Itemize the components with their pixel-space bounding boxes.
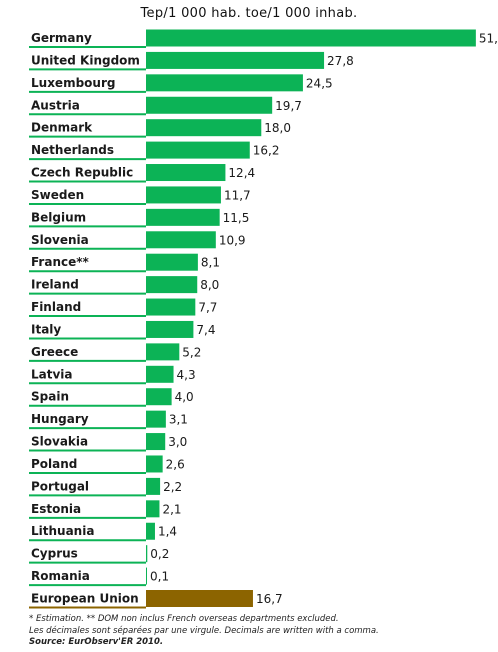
value-label: 2,2 — [163, 480, 182, 494]
bar — [146, 320, 194, 338]
value-label: 16,2 — [253, 144, 280, 158]
bar — [146, 96, 273, 114]
value-label: 12,4 — [228, 166, 255, 180]
chart-title: Tep/1 000 hab. toe/1 000 inhab. — [140, 6, 358, 21]
category-label: Italy — [31, 322, 61, 336]
bar — [146, 231, 216, 249]
footnote-source: Source: EurObserv'ER 2010. — [29, 637, 164, 647]
category-label: Austria — [31, 98, 80, 112]
footnote-decimals: Les décimales sont séparées par une virg… — [29, 625, 379, 636]
category-label: Hungary — [31, 412, 89, 426]
category-label: Czech Republic — [31, 166, 133, 180]
value-label: 2,1 — [162, 502, 181, 516]
value-label: 18,0 — [264, 121, 291, 135]
bar — [146, 298, 196, 316]
category-label: Estonia — [31, 502, 81, 516]
category-label: European Union — [31, 592, 139, 606]
bar — [146, 388, 172, 406]
category-label: Lithuania — [31, 524, 94, 538]
value-label: 51,5 — [479, 32, 498, 46]
footnote-estimation: * Estimation. ** DOM non inclus French o… — [29, 614, 339, 624]
bar — [146, 29, 476, 47]
bar — [146, 74, 303, 92]
bar — [146, 253, 198, 271]
bar — [146, 119, 262, 137]
value-label: 3,0 — [168, 435, 187, 449]
value-label: 3,1 — [169, 413, 188, 427]
category-label: Finland — [31, 300, 81, 314]
value-label: 10,9 — [219, 233, 246, 247]
bar — [146, 455, 163, 473]
value-label: 0,2 — [150, 547, 169, 561]
value-label: 8,1 — [201, 256, 220, 270]
category-label: Poland — [31, 457, 77, 471]
category-label: Spain — [31, 390, 69, 404]
value-label: 11,5 — [223, 211, 250, 225]
value-label: 4,0 — [175, 390, 194, 404]
category-label: Cyprus — [31, 547, 78, 561]
category-label: Slovenia — [31, 233, 89, 247]
bar — [146, 433, 166, 451]
category-label: United Kingdom — [31, 53, 140, 67]
value-label: 2,6 — [166, 457, 185, 471]
bar — [146, 208, 220, 226]
category-label: Sweden — [31, 188, 84, 202]
category-label: Denmark — [31, 121, 93, 135]
value-label: 4,3 — [177, 368, 196, 382]
bar — [146, 522, 155, 540]
value-label: 0,1 — [150, 570, 169, 584]
category-label: Romania — [31, 569, 90, 583]
value-label: 24,5 — [306, 76, 333, 90]
value-label: 8,0 — [200, 278, 219, 292]
value-label: 1,4 — [158, 525, 177, 539]
bar-chart: Germany 51,5 United Kingdom 27,8 Luxembourg 2… — [29, 29, 498, 609]
category-label: Germany — [31, 31, 92, 45]
bar — [146, 567, 147, 585]
bar — [146, 365, 174, 383]
category-label: Slovakia — [31, 435, 88, 449]
value-label: 5,2 — [182, 345, 201, 359]
category-label: Luxembourg — [31, 76, 115, 90]
category-label: Ireland — [31, 278, 79, 292]
bar — [146, 186, 221, 204]
value-label: 19,7 — [275, 99, 302, 113]
value-label: 16,7 — [256, 592, 283, 606]
footnotes: * Estimation. ** DOM non inclus French o… — [29, 614, 489, 649]
bar — [146, 545, 148, 563]
category-label: Portugal — [31, 479, 89, 493]
category-label: Netherlands — [31, 143, 114, 157]
bar — [146, 590, 253, 607]
bar — [146, 141, 250, 159]
bar — [146, 51, 325, 69]
value-label: 27,8 — [327, 54, 354, 68]
value-label: 7,7 — [198, 301, 217, 315]
category-label: Belgium — [31, 210, 86, 224]
bar — [146, 410, 166, 428]
bar — [146, 343, 180, 361]
category-label: Greece — [31, 345, 78, 359]
bar — [146, 477, 161, 495]
category-label: France** — [31, 255, 90, 269]
category-label: Latvia — [31, 367, 73, 381]
value-label: 7,4 — [196, 323, 215, 337]
bar — [146, 500, 160, 518]
bar — [146, 276, 198, 294]
value-label: 11,7 — [224, 188, 251, 202]
bar — [146, 164, 226, 182]
